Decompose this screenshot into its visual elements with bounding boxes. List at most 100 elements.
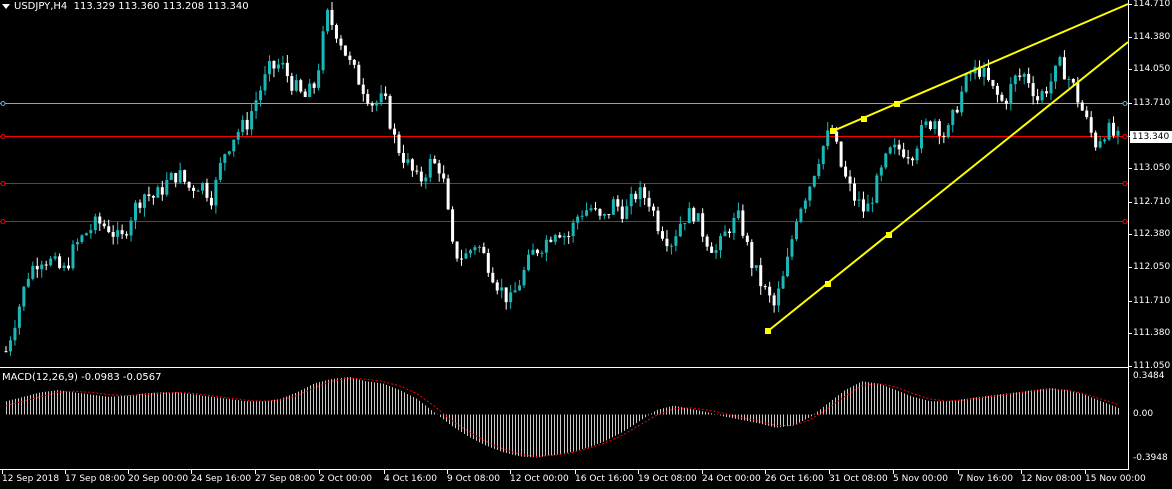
candle-body <box>643 187 647 198</box>
time-tick-label: 16 Oct 16:00 <box>575 474 634 484</box>
level-handle-right-1 <box>1122 134 1128 139</box>
time-tick-label: 4 Oct 16:00 <box>384 474 437 484</box>
candle-body <box>745 235 749 243</box>
symbol-name: USDJPY,H4 <box>14 1 68 12</box>
candle-body <box>794 221 798 240</box>
candle-body <box>1027 73 1031 84</box>
candle-body <box>75 242 79 245</box>
candle-body <box>384 93 388 97</box>
candle-body <box>893 144 897 148</box>
candle-body <box>375 102 379 106</box>
candle-body <box>857 199 861 201</box>
candle-body <box>62 265 66 268</box>
candle-body <box>540 252 544 254</box>
candle-body <box>727 231 731 234</box>
candle-body <box>330 9 334 26</box>
candle-body <box>1045 91 1049 94</box>
candle-body <box>4 351 8 353</box>
candle-body <box>558 235 562 238</box>
candle-body <box>227 151 231 155</box>
level-handle-right-2 <box>1122 181 1128 186</box>
candle-body <box>263 74 267 91</box>
candle-body <box>593 208 597 210</box>
candle-body <box>598 209 602 216</box>
candle-body <box>218 162 222 180</box>
candle-body <box>290 76 294 91</box>
candle-body <box>611 199 615 215</box>
candle-body <box>683 223 687 225</box>
candle-body <box>67 265 71 269</box>
candle-body <box>272 60 276 69</box>
candle-body <box>254 100 258 112</box>
candle-body <box>665 238 669 247</box>
candle-body <box>964 74 968 92</box>
candle-body <box>553 235 557 242</box>
candle-body <box>482 246 486 254</box>
time-tick-label: 5 Nov 00:00 <box>893 474 948 484</box>
candle-body <box>13 327 17 341</box>
candle-body <box>500 287 504 291</box>
price-tick-label: 114.380 <box>1133 31 1171 42</box>
price-tick-label: 114.050 <box>1133 64 1171 75</box>
candle-body <box>259 90 263 101</box>
candle-body <box>531 249 535 255</box>
candle-body <box>714 250 718 253</box>
dropdown-arrow-icon[interactable] <box>2 3 10 9</box>
ohlc-values: 113.329 113.360 113.208 113.340 <box>73 1 249 12</box>
candle-body <box>866 203 870 212</box>
candle-body <box>250 111 254 130</box>
candle-body <box>576 216 580 223</box>
candle-body <box>134 202 138 221</box>
candle-body <box>719 236 723 251</box>
candle-body <box>995 85 999 95</box>
candle-body <box>232 139 236 152</box>
candle-body <box>736 210 740 219</box>
candle-body <box>853 183 857 201</box>
candle-body <box>401 153 405 163</box>
candle-body <box>120 230 124 235</box>
candle-body <box>960 91 964 113</box>
candle-body <box>978 66 982 77</box>
candle-body <box>22 286 26 307</box>
candle-body <box>1022 73 1026 77</box>
candle-body <box>1009 84 1013 104</box>
candle-body <box>93 216 97 231</box>
candle-body <box>616 199 620 207</box>
candle-body <box>196 190 200 192</box>
candle-body <box>58 256 62 268</box>
candle-body <box>71 244 75 269</box>
candle-body <box>562 235 566 238</box>
candle-body <box>607 214 611 216</box>
candle-body <box>98 216 102 224</box>
candle-body <box>589 208 593 211</box>
candle-body <box>982 67 986 77</box>
candle-body <box>125 234 129 236</box>
candle-body <box>799 208 803 222</box>
candle-body <box>879 167 883 176</box>
candle-body <box>366 94 370 104</box>
price-tick-label: 112.380 <box>1133 229 1171 240</box>
candle-body <box>946 125 950 138</box>
level-handle-right-0 <box>1122 101 1128 106</box>
candle-body <box>1036 96 1040 101</box>
candle-body <box>535 249 539 254</box>
trendline-lower <box>767 41 1129 332</box>
price-tick-label: 111.710 <box>1133 295 1171 306</box>
candle-body <box>151 195 155 198</box>
candle-body <box>495 282 499 291</box>
candle-body <box>1062 57 1066 80</box>
price-tick-label: 114.710 <box>1133 0 1171 9</box>
candle-body <box>415 170 419 172</box>
candle-body <box>209 197 213 206</box>
symbol-info: USDJPY,H4 113.329 113.360 113.208 113.34… <box>2 1 249 12</box>
candle-body <box>393 128 397 135</box>
candle-body <box>821 146 825 165</box>
level-handle-0 <box>0 101 6 106</box>
candle-body <box>1004 100 1008 104</box>
candle-body <box>1107 122 1111 140</box>
candle-body <box>397 134 401 154</box>
candle-body <box>1018 75 1022 77</box>
trendline-upper-anchor-1 <box>861 116 867 122</box>
